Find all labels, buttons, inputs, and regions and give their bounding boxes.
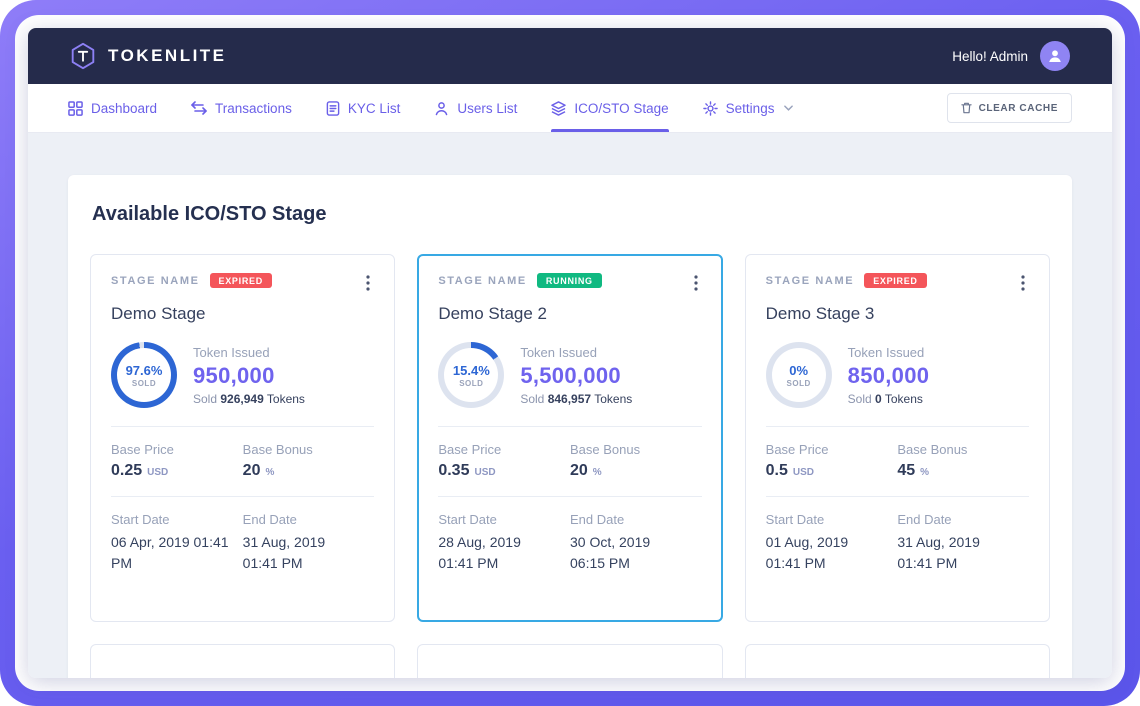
user-area: Hello! Admin bbox=[952, 41, 1070, 71]
base-price-label: Base Price bbox=[765, 442, 829, 457]
nav-item-settings[interactable]: Settings bbox=[702, 84, 794, 132]
nav-item-kyc-list[interactable]: KYC List bbox=[326, 84, 400, 132]
token-issued-value: 950,000 bbox=[193, 362, 275, 388]
sold-word: SOLD bbox=[786, 378, 811, 388]
content-area: Available ICO/STO Stage STAGE NAME EXPIR… bbox=[28, 133, 1112, 678]
base-price-value: 0.35 USD bbox=[438, 462, 496, 479]
status-badge: EXPIRED bbox=[209, 273, 272, 288]
app-window: TOKENLITE Hello! Admin Dashb bbox=[28, 28, 1112, 678]
end-date-label: End Date bbox=[897, 512, 952, 527]
stage-card: STAGE NAME RUNNING Demo Stage 2 15.4% SO bbox=[417, 254, 723, 622]
stage-card: STAGE NAME EXPIRED Demo Stage 3 0% SOLD bbox=[744, 254, 1050, 622]
start-date-label: Start Date bbox=[765, 512, 825, 527]
nav-item-dashboard[interactable]: Dashboard bbox=[68, 84, 157, 132]
card-menu-button[interactable] bbox=[690, 273, 702, 296]
stage-card: STAGE NAME EXPIRED Demo Stage 97.6% SOLD bbox=[90, 254, 396, 622]
base-price-label: Base Price bbox=[111, 442, 174, 457]
trash-icon bbox=[960, 102, 972, 114]
end-date-label: End Date bbox=[242, 512, 297, 527]
token-issued-value: 5,500,000 bbox=[520, 362, 621, 388]
users-list-icon bbox=[434, 101, 449, 116]
greeting-text: Hello! Admin bbox=[952, 48, 1028, 64]
kyc-list-icon bbox=[326, 100, 340, 116]
start-date-value: 28 Aug, 2019 01:41 PM bbox=[438, 534, 521, 571]
window-frame-gap: TOKENLITE Hello! Admin Dashb bbox=[15, 15, 1125, 691]
stage-name-label: STAGE NAME bbox=[438, 274, 527, 287]
base-bonus-value: 20% bbox=[242, 462, 275, 479]
card-menu-button[interactable] bbox=[362, 273, 374, 296]
nav-item-ico-sto-stage[interactable]: ICO/STO Stage bbox=[551, 84, 669, 132]
settings-gear-icon bbox=[702, 100, 718, 116]
stage-title: Demo Stage bbox=[111, 304, 206, 323]
start-date-label: Start Date bbox=[111, 512, 170, 527]
base-bonus-value: 45% bbox=[897, 462, 930, 479]
stage-title: Demo Stage 3 bbox=[765, 304, 875, 323]
stage-card-partial bbox=[90, 644, 396, 678]
status-badge: EXPIRED bbox=[864, 273, 927, 288]
stage-layers-icon bbox=[551, 100, 567, 116]
stage-name-label: STAGE NAME bbox=[111, 274, 200, 287]
nav-item-users-list[interactable]: Users List bbox=[434, 84, 517, 132]
kebab-icon bbox=[366, 275, 370, 291]
transactions-swap-icon bbox=[191, 101, 207, 115]
base-price-value: 0.25 USD bbox=[111, 462, 169, 479]
clear-cache-button[interactable]: CLEAR CACHE bbox=[946, 93, 1072, 123]
sold-word: SOLD bbox=[459, 378, 484, 388]
sold-donut-chart: 97.6% SOLD bbox=[111, 342, 177, 408]
sold-tokens-line: Sold 846,957 Tokens bbox=[520, 391, 633, 406]
sold-percent: 0% bbox=[789, 362, 809, 378]
brand: TOKENLITE bbox=[68, 41, 227, 71]
stage-stats: 15.4% SOLD Token Issued 5,500,000 Sold 8… bbox=[438, 342, 701, 408]
kebab-icon bbox=[1021, 275, 1025, 291]
start-date-value: 01 Aug, 2019 01:41 PM bbox=[765, 534, 849, 571]
sold-percent: 15.4% bbox=[452, 362, 490, 378]
base-price-label: Base Price bbox=[438, 442, 502, 457]
next-row-cards bbox=[90, 644, 1050, 678]
sold-tokens-line: Sold 926,949 Tokens bbox=[193, 391, 305, 406]
token-issued-value: 850,000 bbox=[847, 362, 930, 388]
tokenlite-logo-icon bbox=[68, 41, 98, 71]
avatar[interactable] bbox=[1040, 41, 1070, 71]
stage-card-partial bbox=[744, 644, 1050, 678]
nav-items: Dashboard Transactions KYC List bbox=[68, 84, 794, 132]
stage-stats: 0% SOLD Token Issued 850,000 Sold 0 Toke… bbox=[765, 342, 1029, 408]
stage-panel: Available ICO/STO Stage STAGE NAME EXPIR… bbox=[68, 175, 1072, 678]
end-date-value: 30 Oct, 2019 06:15 PM bbox=[570, 534, 651, 571]
token-issued-label: Token Issued bbox=[520, 344, 597, 360]
token-issued-label: Token Issued bbox=[847, 344, 925, 360]
brand-name: TOKENLITE bbox=[108, 46, 227, 65]
kebab-icon bbox=[694, 275, 698, 291]
end-date-value: 31 Aug, 2019 01:41 PM bbox=[242, 534, 326, 571]
sold-percent: 97.6% bbox=[125, 362, 163, 378]
main-nav: Dashboard Transactions KYC List bbox=[28, 84, 1112, 133]
token-issued-label: Token Issued bbox=[193, 344, 270, 360]
stage-cards-grid: STAGE NAME EXPIRED Demo Stage 97.6% SOLD bbox=[90, 254, 1050, 622]
base-bonus-label: Base Bonus bbox=[570, 442, 641, 457]
base-bonus-value: 20% bbox=[570, 462, 602, 479]
start-date-label: Start Date bbox=[438, 512, 497, 527]
stage-name-label: STAGE NAME bbox=[765, 274, 855, 287]
chevron-down-icon bbox=[784, 105, 794, 111]
start-date-value: 06 Apr, 2019 01:41 PM bbox=[111, 534, 229, 571]
dashboard-grid-icon bbox=[68, 100, 83, 116]
end-date-label: End Date bbox=[570, 512, 625, 527]
sold-tokens-line: Sold 0 Tokens bbox=[847, 391, 923, 406]
user-icon bbox=[1049, 50, 1061, 62]
sold-word: SOLD bbox=[131, 378, 157, 388]
end-date-value: 31 Aug, 2019 01:41 PM bbox=[897, 534, 980, 571]
sold-donut-chart: 0% SOLD bbox=[765, 342, 832, 408]
topbar: TOKENLITE Hello! Admin bbox=[28, 28, 1112, 84]
card-menu-button[interactable] bbox=[1017, 273, 1029, 296]
stage-title: Demo Stage 2 bbox=[438, 304, 548, 323]
status-badge: RUNNING bbox=[536, 273, 602, 288]
base-bonus-label: Base Bonus bbox=[242, 442, 313, 457]
stage-card-partial bbox=[417, 644, 723, 678]
page-title: Available ICO/STO Stage bbox=[92, 203, 327, 225]
stage-stats: 97.6% SOLD Token Issued 950,000 Sold 926… bbox=[111, 342, 374, 408]
sold-donut-chart: 15.4% SOLD bbox=[438, 342, 505, 408]
base-price-value: 0.5 USD bbox=[765, 462, 815, 479]
base-bonus-label: Base Bonus bbox=[897, 442, 968, 457]
nav-item-transactions[interactable]: Transactions bbox=[191, 84, 292, 132]
